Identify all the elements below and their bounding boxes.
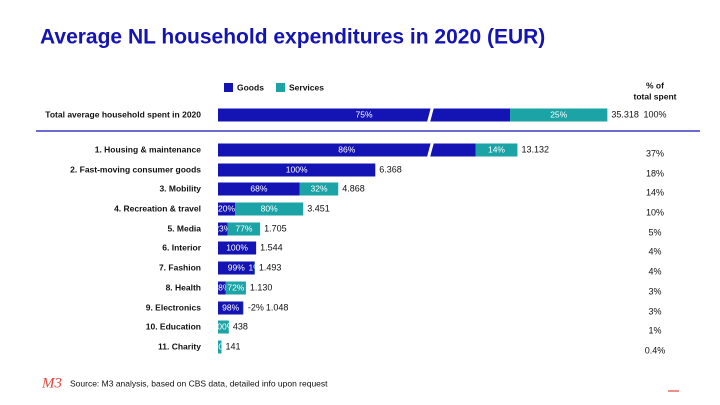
source: Source: M3 analysis, based on CBS data, … — [70, 378, 328, 388]
category-label: 7. Fashion — [159, 262, 201, 272]
segment-label: 68% — [250, 183, 267, 193]
share-label: 14% — [646, 187, 664, 197]
share-label: 4% — [648, 246, 661, 256]
total-label: 35.318 — [611, 109, 639, 119]
category-label: 6. Interior — [162, 242, 201, 252]
bar-segment — [218, 108, 511, 122]
category-label: Total average household spent in 2020 — [45, 109, 201, 119]
total-label: 13.132 — [521, 144, 549, 154]
share-header: total spent — [634, 91, 677, 101]
category-label: 2. Fast-moving consumer goods — [70, 164, 201, 174]
bar-segment — [235, 202, 304, 216]
total-label: 141 — [225, 341, 240, 351]
bar-segment — [225, 281, 246, 295]
bar-segment — [475, 143, 518, 157]
bar-segment — [218, 320, 229, 334]
segment-label: 1% — [249, 262, 262, 272]
bar-segment — [218, 182, 300, 196]
bar-segment — [227, 222, 261, 236]
bar-segment — [510, 108, 608, 122]
share-label: 37% — [646, 148, 664, 158]
axis-break — [426, 107, 434, 123]
share-label: 0.4% — [645, 345, 666, 355]
segment-label: 23% — [214, 223, 231, 233]
category-label: 4. Recreation & travel — [114, 203, 201, 213]
bar-segment — [218, 281, 226, 295]
share-label: 4% — [648, 266, 661, 276]
category-label: 11. Charity — [158, 341, 201, 351]
bar-segment — [218, 222, 228, 236]
category-label: 3. Mobility — [159, 183, 201, 193]
legend-swatch — [224, 83, 233, 92]
total-label: 1.493 — [259, 262, 282, 272]
segment-label: 80% — [261, 203, 278, 213]
segment-label: 28% — [213, 282, 230, 292]
bar-segment — [218, 261, 255, 275]
segment-label: 100% — [286, 164, 308, 174]
segment-label: 98% — [222, 302, 239, 312]
segment-label: 77% — [235, 223, 252, 233]
bar-segment — [299, 182, 339, 196]
segment-label: 72% — [227, 282, 244, 292]
chart-title: Average NL household expenditures in 202… — [40, 26, 545, 49]
segment-label: 25% — [550, 109, 567, 119]
segment-label: -2% — [248, 302, 264, 312]
bar-segment — [218, 202, 236, 216]
share-label: 1% — [648, 325, 661, 335]
bar-segment — [218, 301, 244, 315]
bar-segment — [218, 143, 476, 157]
category-label: 5. Media — [167, 223, 201, 233]
legend-swatch — [276, 83, 285, 92]
share-label: 18% — [646, 168, 664, 178]
bar-segment — [218, 163, 376, 177]
total-label: 1.130 — [250, 282, 273, 292]
category-label: 1. Housing & maintenance — [95, 144, 202, 154]
share-label: 3% — [648, 306, 661, 316]
bar-segment — [242, 301, 244, 315]
total-label: 1.705 — [264, 223, 287, 233]
total-label: 1.048 — [266, 302, 289, 312]
axis-break — [426, 142, 434, 158]
share-label: 10% — [646, 207, 664, 217]
segment-label: 99% — [228, 262, 245, 272]
logo: M3 — [41, 375, 62, 391]
share-label: 100% — [643, 109, 666, 119]
segment-label: 32% — [310, 183, 327, 193]
bar-segment — [218, 340, 222, 354]
legend-label: Goods — [237, 82, 264, 92]
total-label: 6.368 — [379, 164, 402, 174]
segment-label: 20% — [218, 203, 235, 213]
segment-label: 100% — [226, 242, 248, 252]
share-label: 3% — [648, 286, 661, 296]
total-label: 4.868 — [342, 183, 365, 193]
bar-segment — [218, 241, 257, 255]
segment-label: 14% — [488, 144, 505, 154]
share-label: 5% — [648, 227, 661, 237]
category-label: 10. Education — [146, 321, 201, 331]
category-label: 9. Electronics — [146, 302, 202, 312]
category-label: 8. Health — [166, 282, 201, 292]
total-label: 3.451 — [307, 203, 330, 213]
segment-label: 100% — [209, 341, 231, 351]
legend-label: Services — [289, 82, 324, 92]
total-label: 1.544 — [260, 242, 283, 252]
segment-label: 86% — [338, 144, 355, 154]
segment-label: 100% — [213, 321, 235, 331]
total-label: 438 — [233, 321, 248, 331]
segment-label: 75% — [356, 109, 373, 119]
share-header: % of — [646, 80, 664, 90]
